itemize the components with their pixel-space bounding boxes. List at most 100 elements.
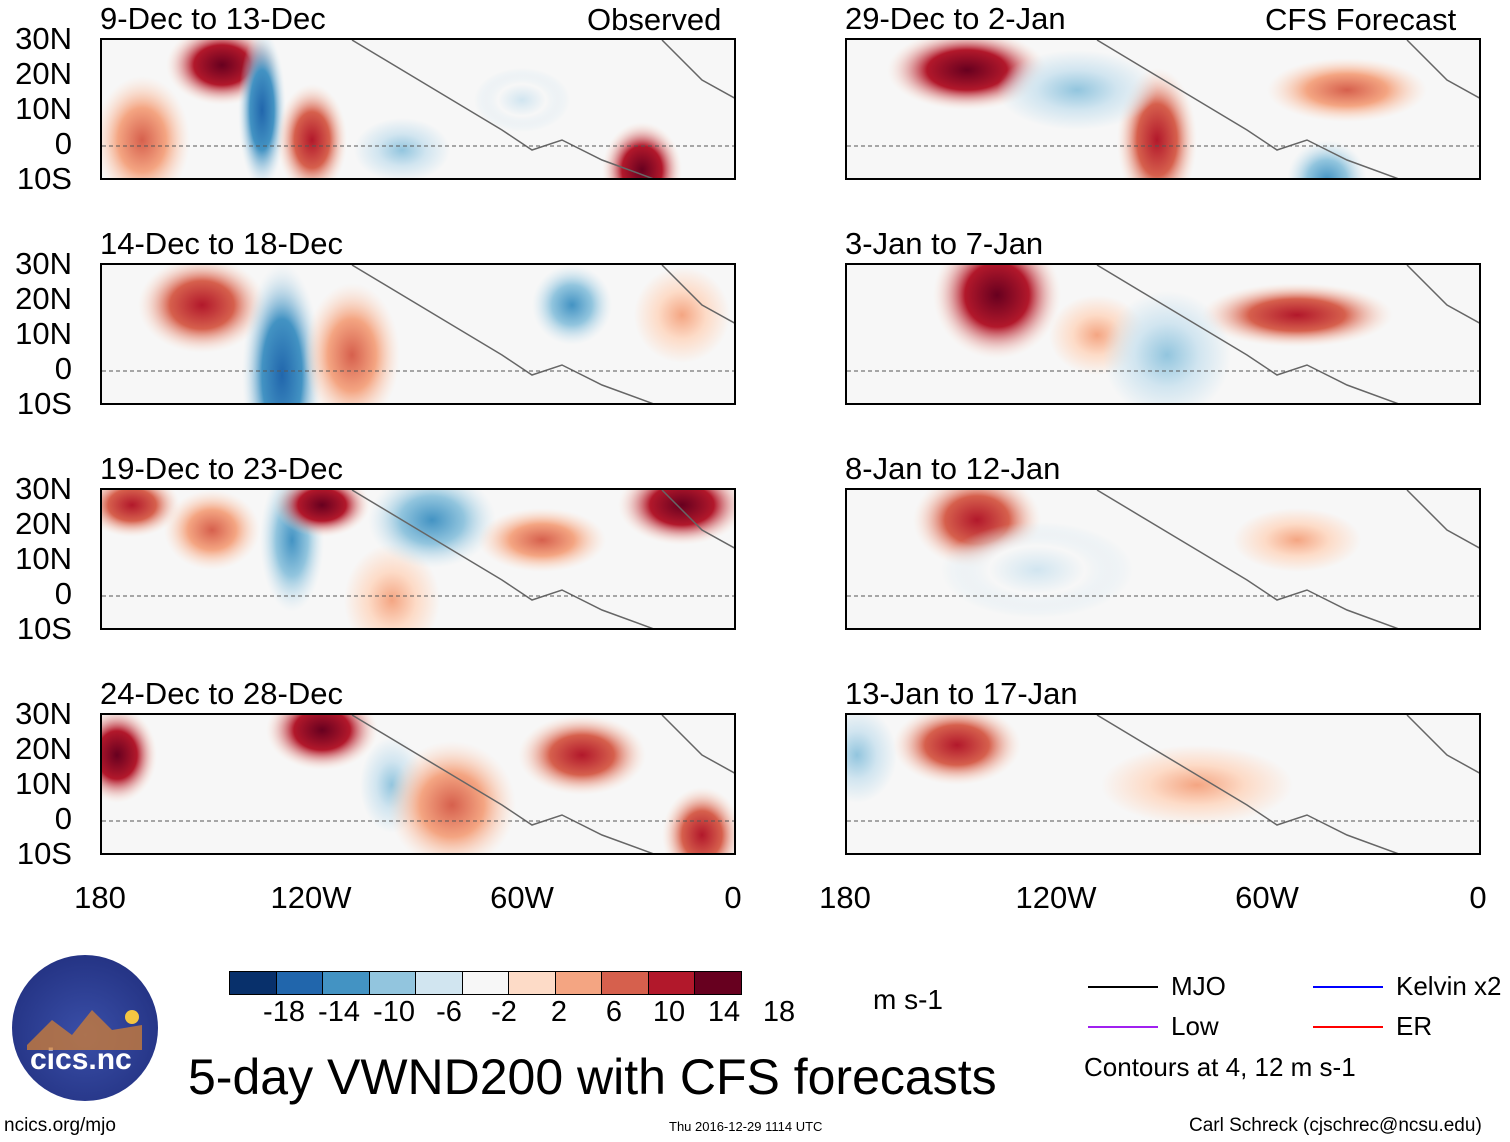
anomaly-blob — [1287, 140, 1367, 178]
forecast-header: CFS Forecast — [1265, 2, 1457, 37]
anomaly-blob — [847, 715, 897, 803]
y-tick-label: 10N — [15, 91, 72, 126]
anomaly-blob — [1267, 58, 1427, 122]
colorbar — [229, 971, 742, 995]
anomaly-blob — [388, 741, 516, 853]
y-tick-label: 30N — [15, 471, 72, 506]
anomaly-blob — [941, 522, 1133, 618]
x-tick-label: 0 — [1469, 880, 1487, 915]
footer-url[interactable]: ncics.org/mjo — [4, 1115, 116, 1136]
legend-label: Low — [1171, 1011, 1219, 1041]
y-tick-label: 20N — [15, 281, 72, 316]
colorbar-tick-label: 2 — [550, 996, 568, 1028]
anomaly-blob — [478, 508, 606, 572]
y-tick-label: 0 — [54, 351, 72, 386]
anomaly-blob — [238, 40, 286, 178]
panel-date-label: 29-Dec to 2-Jan — [845, 1, 1066, 36]
y-tick-label: 10N — [15, 766, 72, 801]
panel-date-label: 8-Jan to 12-Jan — [845, 451, 1061, 486]
anomaly-blob — [474, 68, 570, 132]
anomaly-field — [102, 715, 734, 853]
anomaly-blob — [1201, 283, 1393, 347]
anomaly-blob — [354, 118, 450, 178]
y-tick-label: 30N — [15, 246, 72, 281]
y-tick-label: 0 — [54, 126, 72, 161]
panel-date-label: 24-Dec to 28-Dec — [100, 676, 343, 711]
colorbar-tick-label: -6 — [436, 996, 462, 1028]
legend-line — [1313, 1026, 1383, 1028]
anomaly-field — [102, 265, 734, 403]
anomaly-field — [102, 40, 734, 178]
anomaly-blob — [368, 490, 496, 568]
anomaly-field — [102, 490, 734, 628]
anomaly-blob — [164, 490, 260, 570]
observed-header: Observed — [587, 2, 722, 37]
contour-note: Contours at 4, 12 m s-1 — [1084, 1052, 1356, 1082]
x-tick-label: 180 — [74, 880, 126, 915]
coastline — [351, 40, 734, 178]
y-tick-label: 30N — [15, 696, 72, 731]
colorbar-swatch — [323, 972, 370, 994]
colorbar-tick-label: -18 — [263, 996, 305, 1028]
y-tick-label: 10N — [15, 541, 72, 576]
colorbar-swatch — [369, 972, 416, 994]
legend-label: ER — [1396, 1011, 1433, 1041]
y-tick-label: 10S — [16, 611, 72, 646]
map-panel — [845, 263, 1481, 405]
y-tick-label: 20N — [15, 506, 72, 541]
anomaly-blob — [276, 84, 348, 178]
y-tick-label: 10N — [15, 316, 72, 351]
footer-timestamp: Thu 2016-12-29 1114 UTC — [669, 1119, 823, 1134]
anomaly-blob — [532, 265, 612, 345]
colorbar-swatch — [602, 972, 649, 994]
colorbar-swatch — [276, 972, 323, 994]
anomaly-blob — [138, 265, 266, 353]
panel-date-label: 19-Dec to 23-Dec — [100, 451, 343, 486]
coastline — [1096, 40, 1479, 178]
legend-line — [1313, 986, 1383, 988]
x-tick-label: 60W — [1235, 880, 1299, 915]
anomaly-blob — [102, 76, 190, 178]
colorbar-swatch — [648, 972, 695, 994]
anomaly-blob — [102, 490, 180, 537]
anomaly-blob — [304, 283, 400, 403]
legend-line — [1088, 986, 1158, 988]
anomaly-blob — [662, 787, 734, 853]
colorbar-tick-label: 14 — [707, 996, 741, 1028]
colorbar-tick-label: -10 — [373, 996, 415, 1028]
y-tick-label: 0 — [54, 576, 72, 611]
anomaly-blob — [274, 490, 370, 537]
anomaly-blob — [518, 715, 646, 795]
footer-author: Carl Schreck (cjschrec@ncsu.edu) — [1189, 1115, 1482, 1136]
coastline — [1096, 715, 1479, 853]
colorbar-tick-label: 6 — [605, 996, 623, 1028]
map-panel — [100, 488, 736, 630]
anomaly-blob — [242, 265, 322, 403]
colorbar-swatch — [509, 972, 556, 994]
coastline — [1096, 265, 1479, 403]
x-tick-label: 120W — [1015, 880, 1097, 915]
anomaly-field — [847, 490, 1479, 628]
coastline — [351, 715, 734, 853]
x-tick-label: 180 — [819, 880, 871, 915]
cics-logo: cics.nc — [12, 955, 158, 1101]
anomaly-blob — [997, 50, 1157, 130]
colorbar-swatch — [555, 972, 602, 994]
y-tick-label: 10S — [16, 836, 72, 871]
coastline — [351, 265, 734, 403]
anomaly-blob — [1103, 291, 1231, 403]
anomaly-field — [847, 40, 1479, 178]
anomaly-blob — [634, 267, 730, 363]
colorbar-tick-label: -14 — [318, 996, 360, 1028]
map-panel — [100, 713, 736, 855]
colorbar-swatch — [230, 972, 277, 994]
colorbar-tick-label: -2 — [491, 996, 517, 1028]
map-panel — [845, 38, 1481, 180]
y-tick-label: 20N — [15, 731, 72, 766]
y-tick-label: 20N — [15, 56, 72, 91]
panel-date-label: 3-Jan to 7-Jan — [845, 226, 1044, 261]
anomaly-blob — [618, 490, 734, 545]
y-tick-label: 10S — [16, 386, 72, 421]
y-tick-label: 0 — [54, 801, 72, 836]
coastline — [1096, 490, 1479, 628]
